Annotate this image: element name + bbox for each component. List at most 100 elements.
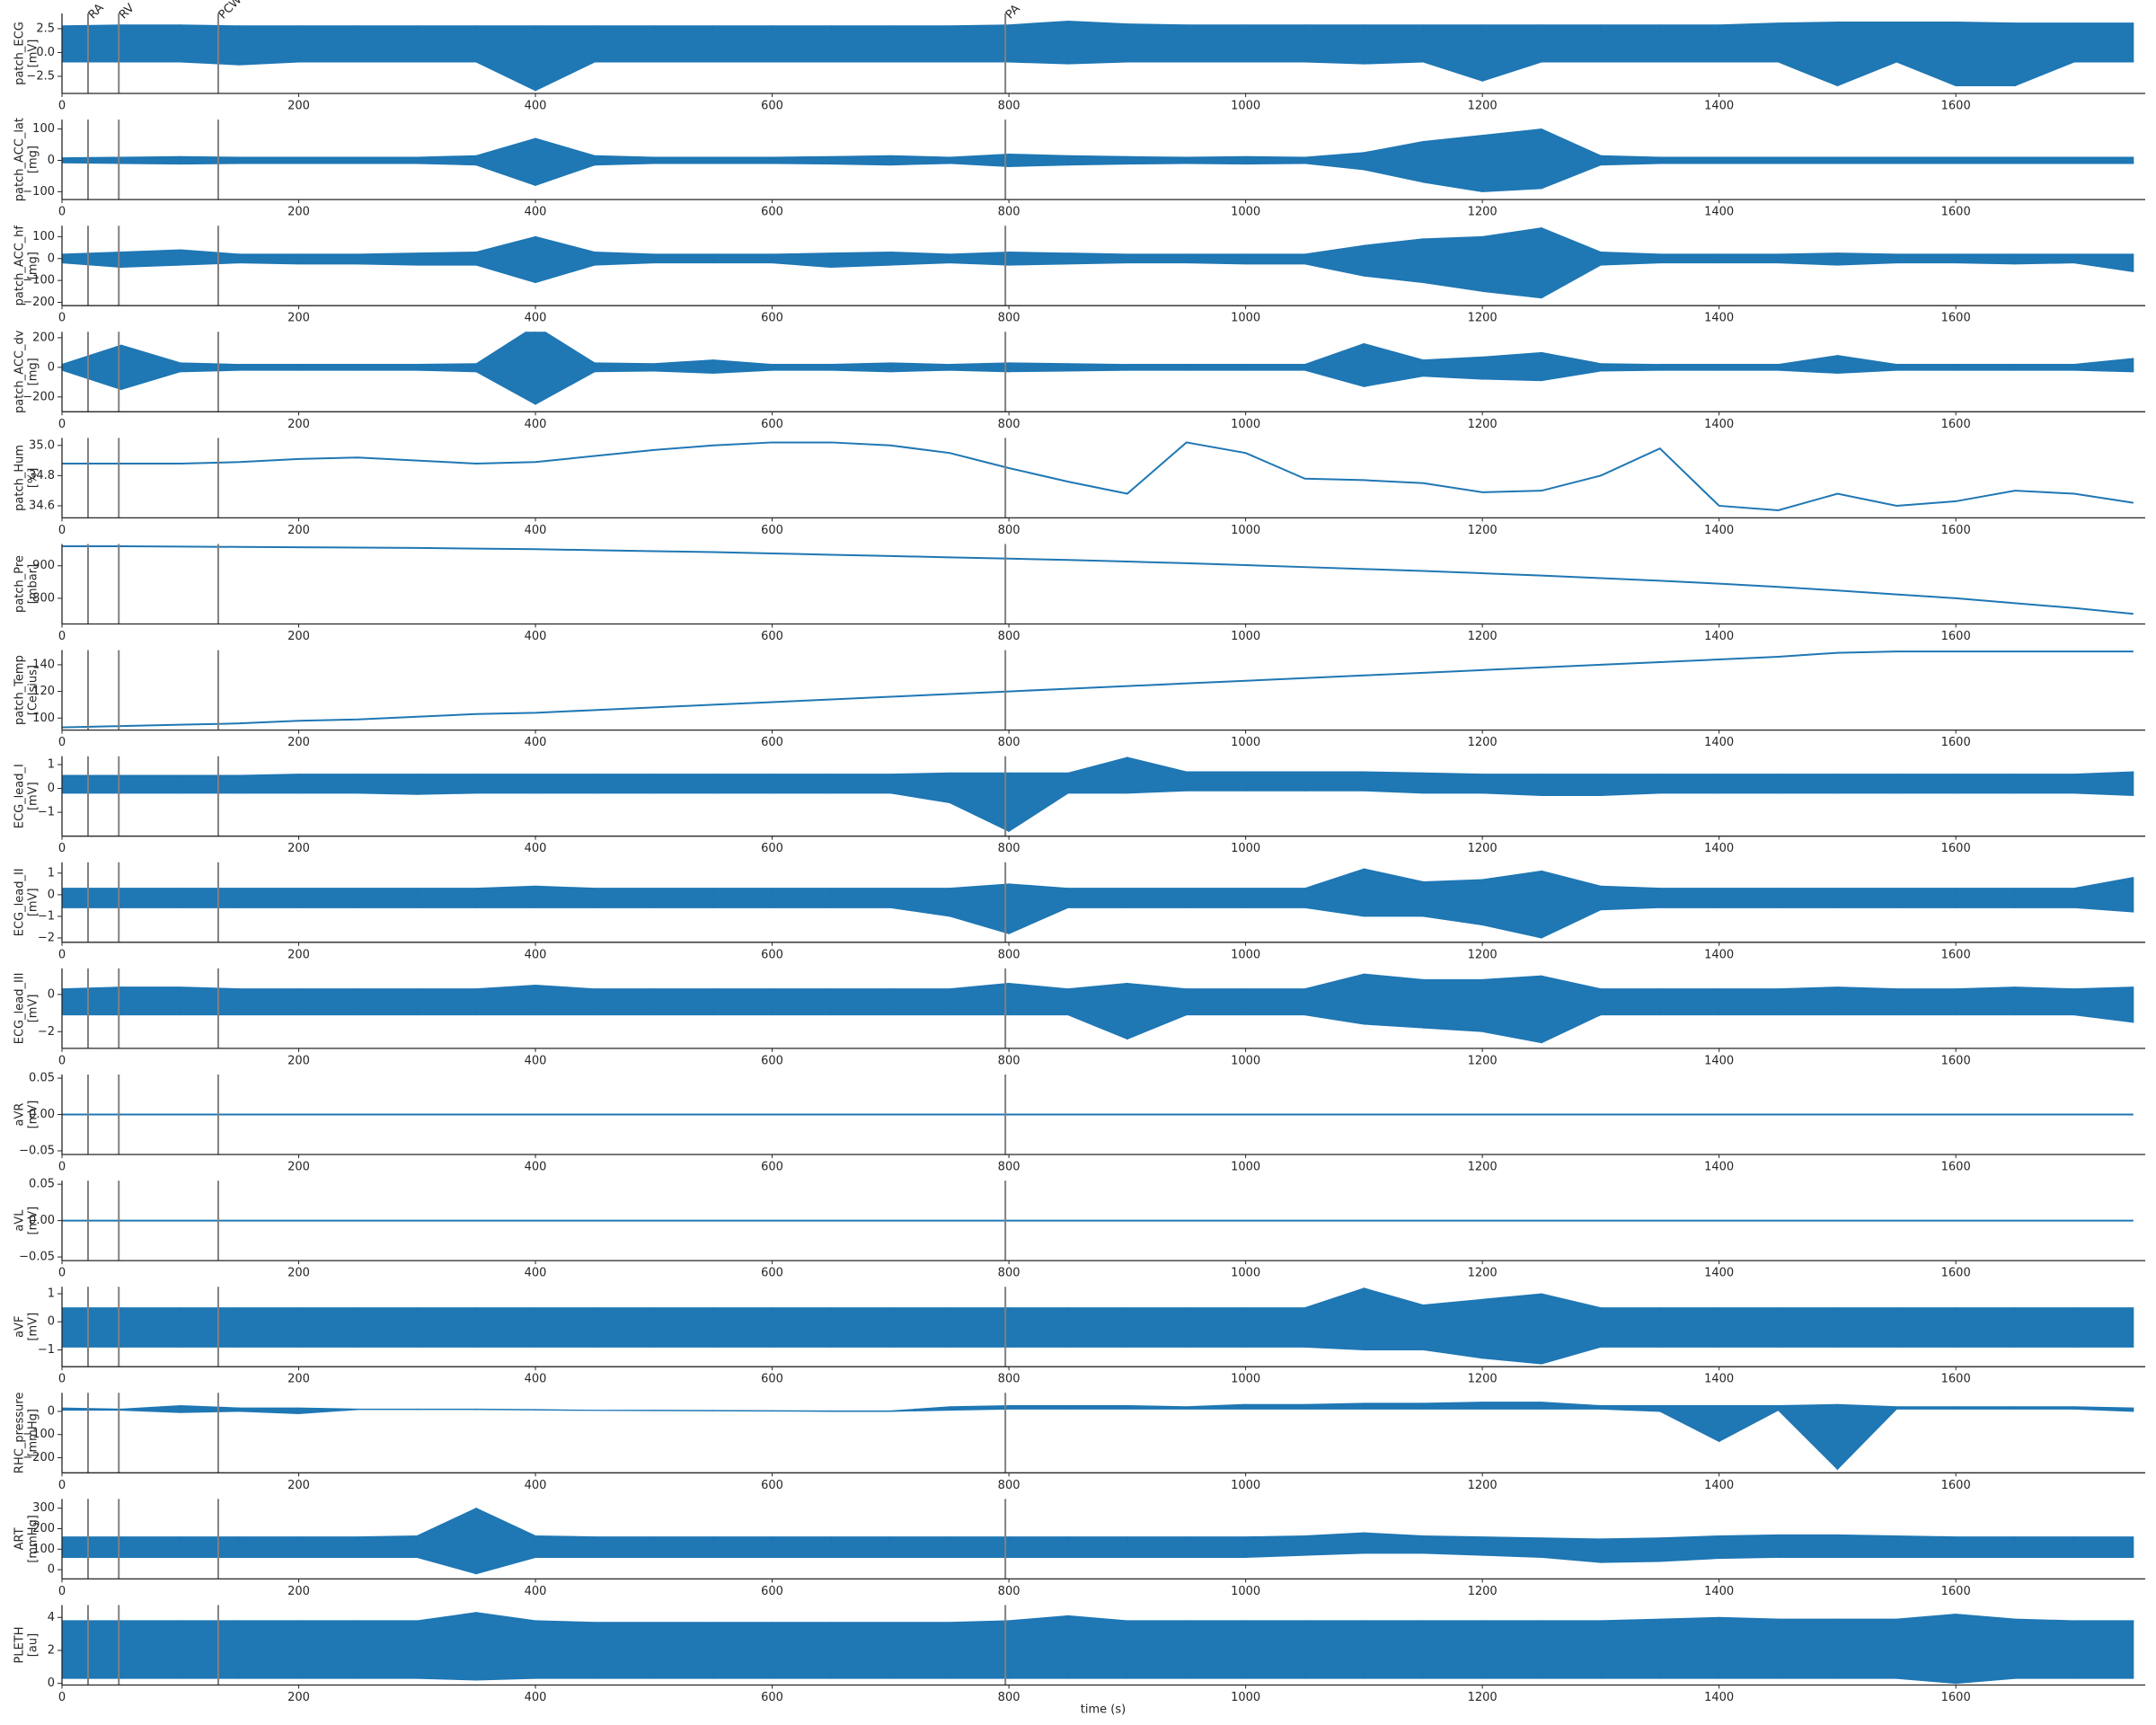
signal (62, 1402, 2134, 1471)
signal-envelope (535, 774, 596, 794)
y-tick-label: 1 (48, 1287, 55, 1301)
signal-envelope (1422, 772, 1483, 794)
signal-envelope (1719, 888, 1780, 908)
signal-envelope (1303, 1532, 1365, 1556)
signal-envelope (1541, 774, 1602, 797)
x-tick-label: 1000 (1231, 206, 1260, 219)
x-tick-label: 600 (761, 736, 783, 749)
signal-envelope (1245, 988, 1305, 1016)
panel: −200 0 200 0 200 400 600 800 1000 1200 1400 1600 pat… (13, 330, 2145, 431)
x-tick-label: 1600 (1941, 630, 1971, 643)
x-tick-label: 1600 (1941, 1479, 1971, 1492)
y-axis-label: [mV] (27, 782, 40, 810)
y-tick-label: −100 (22, 185, 55, 199)
signal-envelope (772, 252, 832, 269)
signal-envelope (1659, 156, 1720, 164)
signal-envelope (1422, 1402, 1483, 1410)
signal-envelope (1245, 771, 1305, 792)
signal-envelope (1008, 251, 1069, 266)
signal-envelope (1008, 883, 1069, 934)
signal-envelope (62, 344, 122, 391)
signal-envelope (2073, 22, 2134, 63)
signal-envelope (1895, 156, 1957, 164)
signal-envelope (1481, 870, 1542, 939)
x-tick-label: 400 (525, 1479, 547, 1492)
signal-envelope (416, 888, 477, 908)
event-label: PCW (216, 0, 245, 22)
x-tick-label: 1400 (1704, 1691, 1734, 1704)
x-tick-label: 400 (525, 1054, 547, 1067)
signal-envelope (653, 253, 714, 264)
signal-envelope (1719, 988, 1780, 1016)
y-tick-label: 0 (48, 888, 55, 901)
signal-envelope (712, 774, 773, 794)
x-tick-label: 400 (525, 1267, 547, 1280)
signal-envelope (1186, 1403, 1247, 1410)
y-tick-label: −200 (22, 1451, 55, 1464)
signal-envelope (1719, 1404, 1780, 1443)
signal (62, 868, 2134, 939)
y-axis-label: [au] (27, 1633, 40, 1657)
signal-envelope (1778, 888, 1838, 908)
signal-envelope (1127, 756, 1188, 794)
signal-envelope (1778, 156, 1838, 164)
y-axis-label: aVR (13, 1103, 27, 1127)
signal-envelope (357, 1620, 418, 1679)
y-tick-label: 900 (32, 559, 55, 572)
y-axis-label: ECG_lead_III (13, 973, 27, 1045)
signal-envelope (772, 988, 832, 1016)
x-tick-label: 1200 (1468, 1373, 1498, 1386)
signal-envelope (298, 364, 358, 371)
signal-envelope (62, 1620, 122, 1679)
signal-envelope (357, 988, 418, 1016)
signal-envelope (416, 1507, 477, 1575)
x-tick-label: 200 (287, 524, 310, 537)
signal-envelope (535, 137, 596, 187)
y-tick-label: −2 (38, 1025, 55, 1039)
x-tick-label: 1600 (1941, 418, 1971, 431)
signal-line (62, 441, 2134, 512)
signal-envelope (1541, 226, 1602, 299)
signal-envelope (475, 137, 536, 187)
x-tick-label: 1600 (1941, 1267, 1971, 1280)
signal-envelope (180, 1620, 241, 1679)
signal-envelope (712, 25, 773, 63)
signal-envelope (1422, 978, 1483, 1032)
x-tick-label: 1200 (1468, 1267, 1498, 1280)
y-tick-label: 0 (48, 1676, 55, 1690)
signal-envelope (1836, 888, 1897, 908)
signal-envelope (298, 1307, 358, 1348)
y-axis-label: PLETH (13, 1626, 27, 1663)
signal-envelope (1955, 22, 2016, 87)
signal-envelope (1363, 1402, 1424, 1410)
panel: −0.05 0.00 0.05 0 200 400 600 800 1000 1200 1400 16… (13, 1072, 2145, 1174)
signal-envelope (239, 364, 300, 371)
signal-envelope (535, 1409, 596, 1411)
signal-envelope (2014, 364, 2075, 371)
signal-envelope (889, 25, 950, 63)
x-tick-label: 1000 (1231, 948, 1260, 961)
signal-envelope (2073, 1307, 2134, 1348)
signal-envelope (2014, 888, 2075, 908)
y-axis-label: [%] (27, 468, 40, 489)
x-tick-label: 1000 (1231, 312, 1260, 325)
signal-envelope (712, 359, 773, 374)
signal-envelope (1659, 1535, 1720, 1562)
signal-envelope (594, 1307, 655, 1348)
signal-envelope (1955, 1536, 2016, 1558)
signal-envelope (1422, 235, 1483, 292)
signal-envelope (594, 988, 655, 1016)
y-axis-label: patch_Hum (13, 445, 27, 511)
signal-envelope (239, 1536, 300, 1558)
signal-envelope (712, 1307, 773, 1348)
signal-envelope (1895, 364, 1957, 371)
y-axis-label: [mg] (27, 358, 40, 385)
x-tick-label: 400 (525, 418, 547, 431)
signal-envelope (594, 362, 655, 373)
signal-envelope (1955, 364, 2016, 371)
signal-envelope (1719, 156, 1780, 164)
signal-envelope (1481, 128, 1542, 192)
x-tick-label: 1400 (1704, 100, 1734, 113)
signal-envelope (475, 1507, 536, 1575)
signal-envelope (1245, 1403, 1305, 1410)
